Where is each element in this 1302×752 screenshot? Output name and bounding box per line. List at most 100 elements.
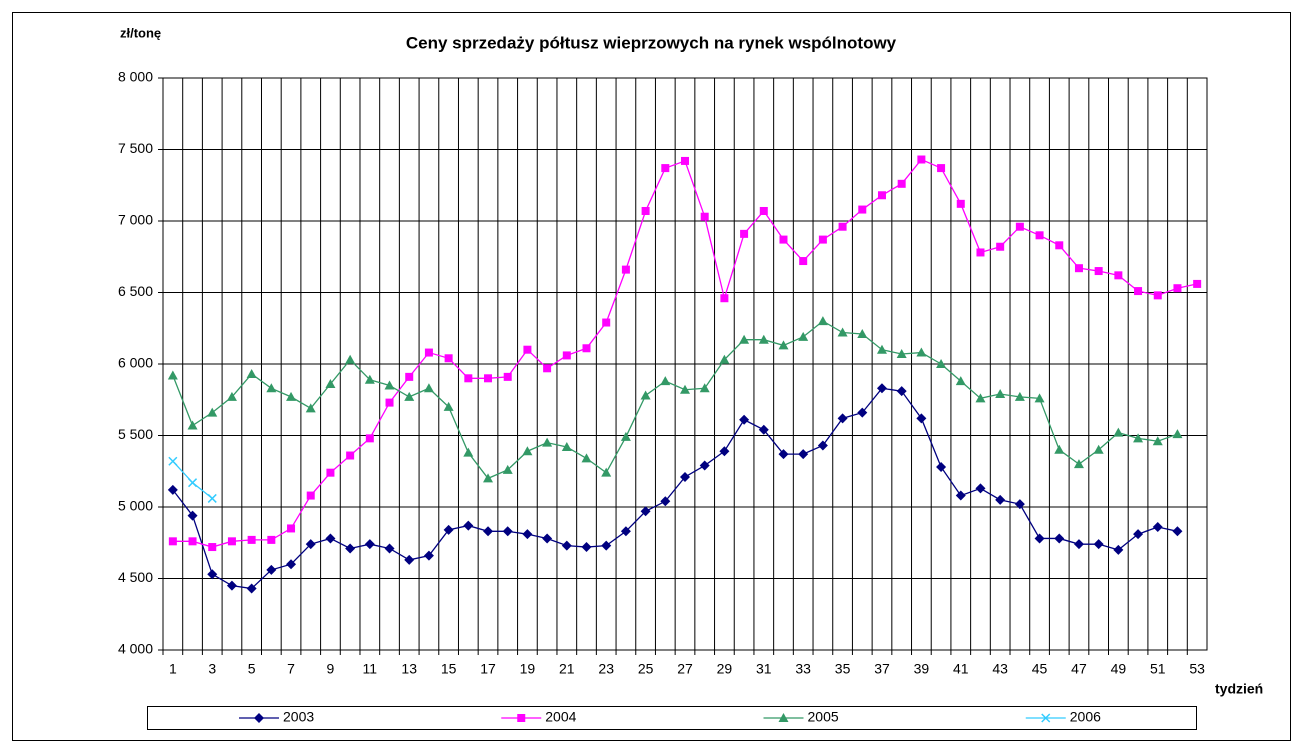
legend-marker [1041, 713, 1051, 723]
data-point [739, 334, 750, 344]
data-point [384, 380, 395, 390]
data-point [1094, 267, 1103, 276]
data-point [620, 526, 631, 537]
x-tick-label: 23 [598, 661, 614, 677]
y-tick-label: 5 000 [118, 498, 153, 514]
data-point [660, 496, 671, 507]
data-point [267, 535, 276, 544]
x-tick-label: 31 [756, 661, 772, 677]
data-point [1173, 284, 1182, 293]
data-point [1093, 539, 1104, 550]
data-point [719, 354, 730, 364]
data-point [700, 212, 709, 221]
data-point [620, 431, 631, 441]
data-point [876, 383, 887, 394]
data-point [602, 318, 611, 327]
y-tick-label: 7 000 [118, 212, 153, 228]
y-tick-label: 6 500 [118, 283, 153, 299]
data-point [167, 484, 178, 495]
data-point [188, 478, 198, 488]
data-point [502, 526, 513, 537]
data-point [719, 446, 730, 457]
data-point [996, 242, 1005, 251]
data-point [522, 529, 533, 540]
data-point [364, 539, 375, 550]
data-point [443, 524, 454, 535]
data-point [1113, 427, 1124, 437]
data-point [483, 526, 494, 537]
data-point [739, 414, 750, 425]
x-tick-label: 35 [835, 661, 851, 677]
data-point [975, 393, 986, 403]
data-point [621, 265, 630, 274]
data-point [443, 401, 454, 411]
data-point [325, 533, 336, 544]
series-line [172, 320, 1178, 480]
data-point [857, 407, 868, 418]
y-tick-label: 5 500 [118, 426, 153, 442]
data-point [897, 179, 906, 188]
data-point [740, 229, 749, 238]
data-point [246, 583, 257, 594]
data-point [1073, 539, 1084, 550]
legend-marker [778, 713, 789, 722]
data-point [778, 449, 789, 460]
y-tick-label: 6 000 [118, 355, 153, 371]
legend-box [147, 706, 1197, 730]
data-point [207, 493, 217, 503]
data-point [857, 328, 868, 338]
data-point [227, 537, 236, 546]
data-point [404, 554, 415, 565]
data-point [581, 453, 592, 463]
data-point [1133, 529, 1144, 540]
data-point [1035, 231, 1044, 240]
data-point [286, 559, 297, 570]
data-point [325, 379, 336, 389]
data-point [1153, 291, 1162, 300]
data-point [1074, 264, 1083, 273]
data-point [877, 191, 886, 200]
x-tick-label: 9 [327, 661, 335, 677]
data-point [680, 471, 690, 482]
y-axis-label: zł/tonę [120, 25, 161, 40]
legend-label: 2003 [283, 709, 314, 725]
data-point [1193, 279, 1202, 288]
data-point [818, 235, 827, 244]
data-point [896, 348, 907, 358]
legend-marker [517, 714, 526, 722]
data-point [246, 369, 257, 379]
data-point [365, 434, 374, 443]
data-point [876, 344, 887, 354]
y-tick-label: 8 000 [118, 69, 153, 85]
x-tick-label: 51 [1150, 661, 1166, 677]
data-point [975, 483, 986, 494]
data-point [266, 564, 277, 575]
data-point [1034, 533, 1045, 544]
data-point [346, 451, 355, 460]
y-tick-label: 7 500 [118, 140, 153, 156]
legend-label: 2005 [808, 709, 839, 725]
data-point [1054, 533, 1065, 544]
data-point [1134, 287, 1143, 296]
data-point [1152, 436, 1163, 446]
data-point [641, 206, 650, 215]
data-point [1014, 499, 1025, 510]
data-point [837, 327, 848, 337]
data-point [463, 520, 474, 531]
data-point [661, 164, 670, 173]
data-point [1014, 391, 1025, 401]
x-tick-label: 33 [795, 661, 811, 677]
data-point [838, 222, 847, 231]
data-point [1034, 393, 1045, 403]
x-tick-label: 43 [992, 661, 1008, 677]
data-point [1015, 222, 1024, 231]
data-point [266, 383, 277, 393]
data-point [167, 370, 178, 380]
data-point [1055, 241, 1064, 250]
data-point [345, 354, 356, 364]
data-point [463, 447, 474, 457]
x-tick-label: 3 [208, 661, 216, 677]
data-point [561, 540, 572, 551]
x-tick-label: 49 [1111, 661, 1127, 677]
chart-title: Ceny sprzedaży półtusz wieprzowych na ry… [406, 33, 897, 52]
